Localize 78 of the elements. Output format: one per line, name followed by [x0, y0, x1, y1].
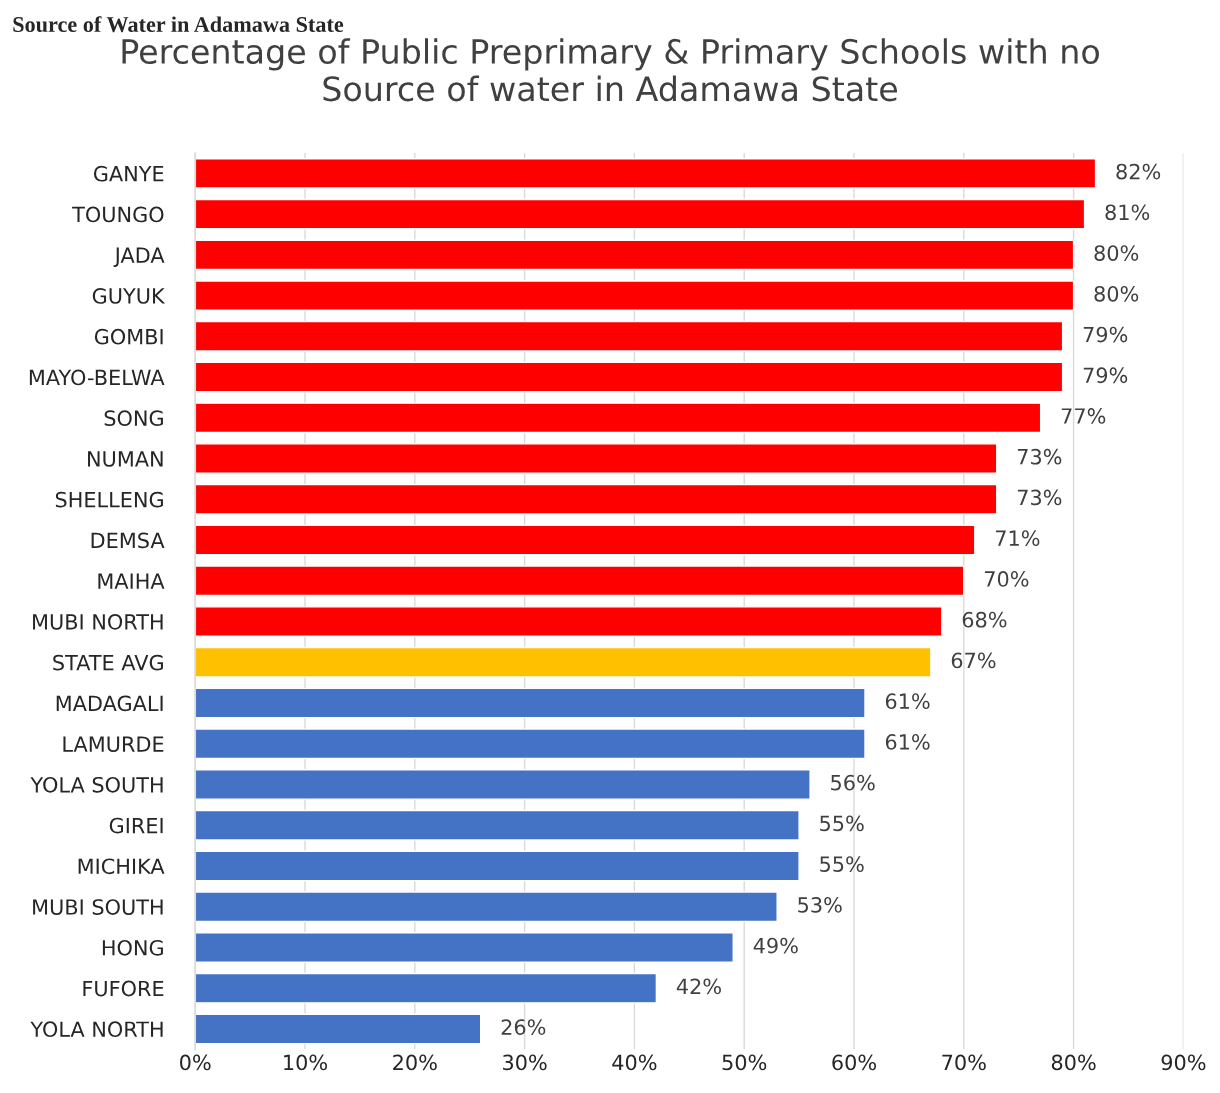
bar — [195, 606, 943, 637]
data-label: 73% — [1017, 448, 1062, 465]
y-tick-label: GUYUK — [92, 288, 166, 304]
y-tick-label: MAYO-BELWA — [29, 369, 165, 386]
y-tick-label: NUMAN — [88, 451, 163, 467]
bar — [195, 483, 998, 515]
data-label: 68% — [962, 611, 1007, 628]
data-label: 73% — [1017, 489, 1062, 506]
y-tick-label: MAIHA — [98, 573, 165, 589]
bar — [195, 728, 866, 760]
bar — [195, 972, 658, 1004]
y-tick-label: GIREI — [109, 817, 163, 834]
y-tick-label: DEMSA — [91, 532, 165, 549]
bar — [195, 809, 800, 841]
x-tick-label: 70% — [942, 1054, 986, 1071]
bar — [195, 280, 1075, 311]
bar — [195, 443, 998, 474]
data-label: 49% — [753, 937, 798, 954]
y-tick-label: YOLA SOUTH — [30, 776, 163, 793]
data-label: 61% — [885, 734, 930, 750]
data-label: 67% — [951, 652, 996, 669]
y-tick-label: MICHIKA — [78, 858, 165, 875]
bar — [195, 361, 1064, 393]
data-label: 80% — [1094, 245, 1139, 261]
bar — [195, 565, 965, 597]
chart-title: Percentage of Public Preprimary & Primary Schools with no Source of water in Adamawa State — [122, 38, 1099, 102]
bar — [195, 891, 778, 923]
y-tick-label: SHELLENG — [55, 491, 163, 508]
data-label: 71% — [995, 530, 1040, 547]
data-label: 55% — [820, 815, 864, 832]
bar — [195, 402, 1042, 434]
data-label: 81% — [1105, 204, 1150, 221]
y-tick-label: GOMBI — [94, 328, 163, 345]
data-label: 79% — [1083, 367, 1128, 384]
data-label: 79% — [1083, 326, 1128, 343]
x-tick-label: 90% — [1161, 1054, 1206, 1071]
y-tick-label: HONG — [102, 939, 163, 956]
data-label: 56% — [831, 774, 875, 791]
data-label: 55% — [820, 856, 864, 872]
y-tick-label: YOLA NORTH — [30, 1021, 163, 1038]
y-tick-label: SONG — [104, 410, 163, 427]
x-tick-label: 50% — [722, 1054, 767, 1071]
bar — [195, 198, 1086, 230]
data-label: 61% — [885, 693, 930, 710]
bar — [195, 646, 932, 678]
data-label: 70% — [984, 571, 1029, 587]
bar — [195, 158, 1097, 189]
data-label: 26% — [501, 1019, 546, 1035]
x-tick-label: 10% — [284, 1054, 327, 1071]
y-tick-label: MADAGALI — [56, 695, 163, 712]
data-label: 80% — [1094, 285, 1139, 302]
y-tick-label: GANYE — [93, 165, 164, 182]
bar — [195, 769, 811, 800]
bar — [195, 524, 976, 556]
x-tick-label: 60% — [832, 1054, 876, 1071]
data-label: 82% — [1116, 163, 1161, 180]
data-label: 77% — [1061, 408, 1106, 424]
x-tick-label: 20% — [393, 1054, 437, 1071]
y-tick-label: MUBI SOUTH — [33, 899, 163, 915]
x-tick-label: 30% — [503, 1054, 547, 1071]
y-tick-label: TOUNGO — [72, 206, 164, 223]
bar — [195, 687, 866, 719]
bar — [195, 850, 800, 882]
y-tick-label: MUBI NORTH — [33, 613, 163, 630]
y-tick-label: FUFORE — [83, 980, 164, 997]
y-tick-label: JADA — [113, 247, 165, 267]
bar — [195, 932, 734, 963]
bar — [195, 239, 1075, 271]
x-tick-label: 40% — [612, 1054, 657, 1071]
data-label: 53% — [798, 896, 842, 913]
source-note: Source of Water in Adamawa State — [13, 16, 344, 33]
x-tick-label: 80% — [1051, 1054, 1096, 1071]
bar — [195, 320, 1064, 352]
y-tick-label: LAMURDE — [63, 736, 164, 752]
x-tick-label: 0% — [180, 1054, 211, 1071]
bar — [195, 1013, 482, 1045]
y-tick-label: STATE AVG — [53, 654, 163, 671]
data-label: 42% — [676, 978, 721, 995]
